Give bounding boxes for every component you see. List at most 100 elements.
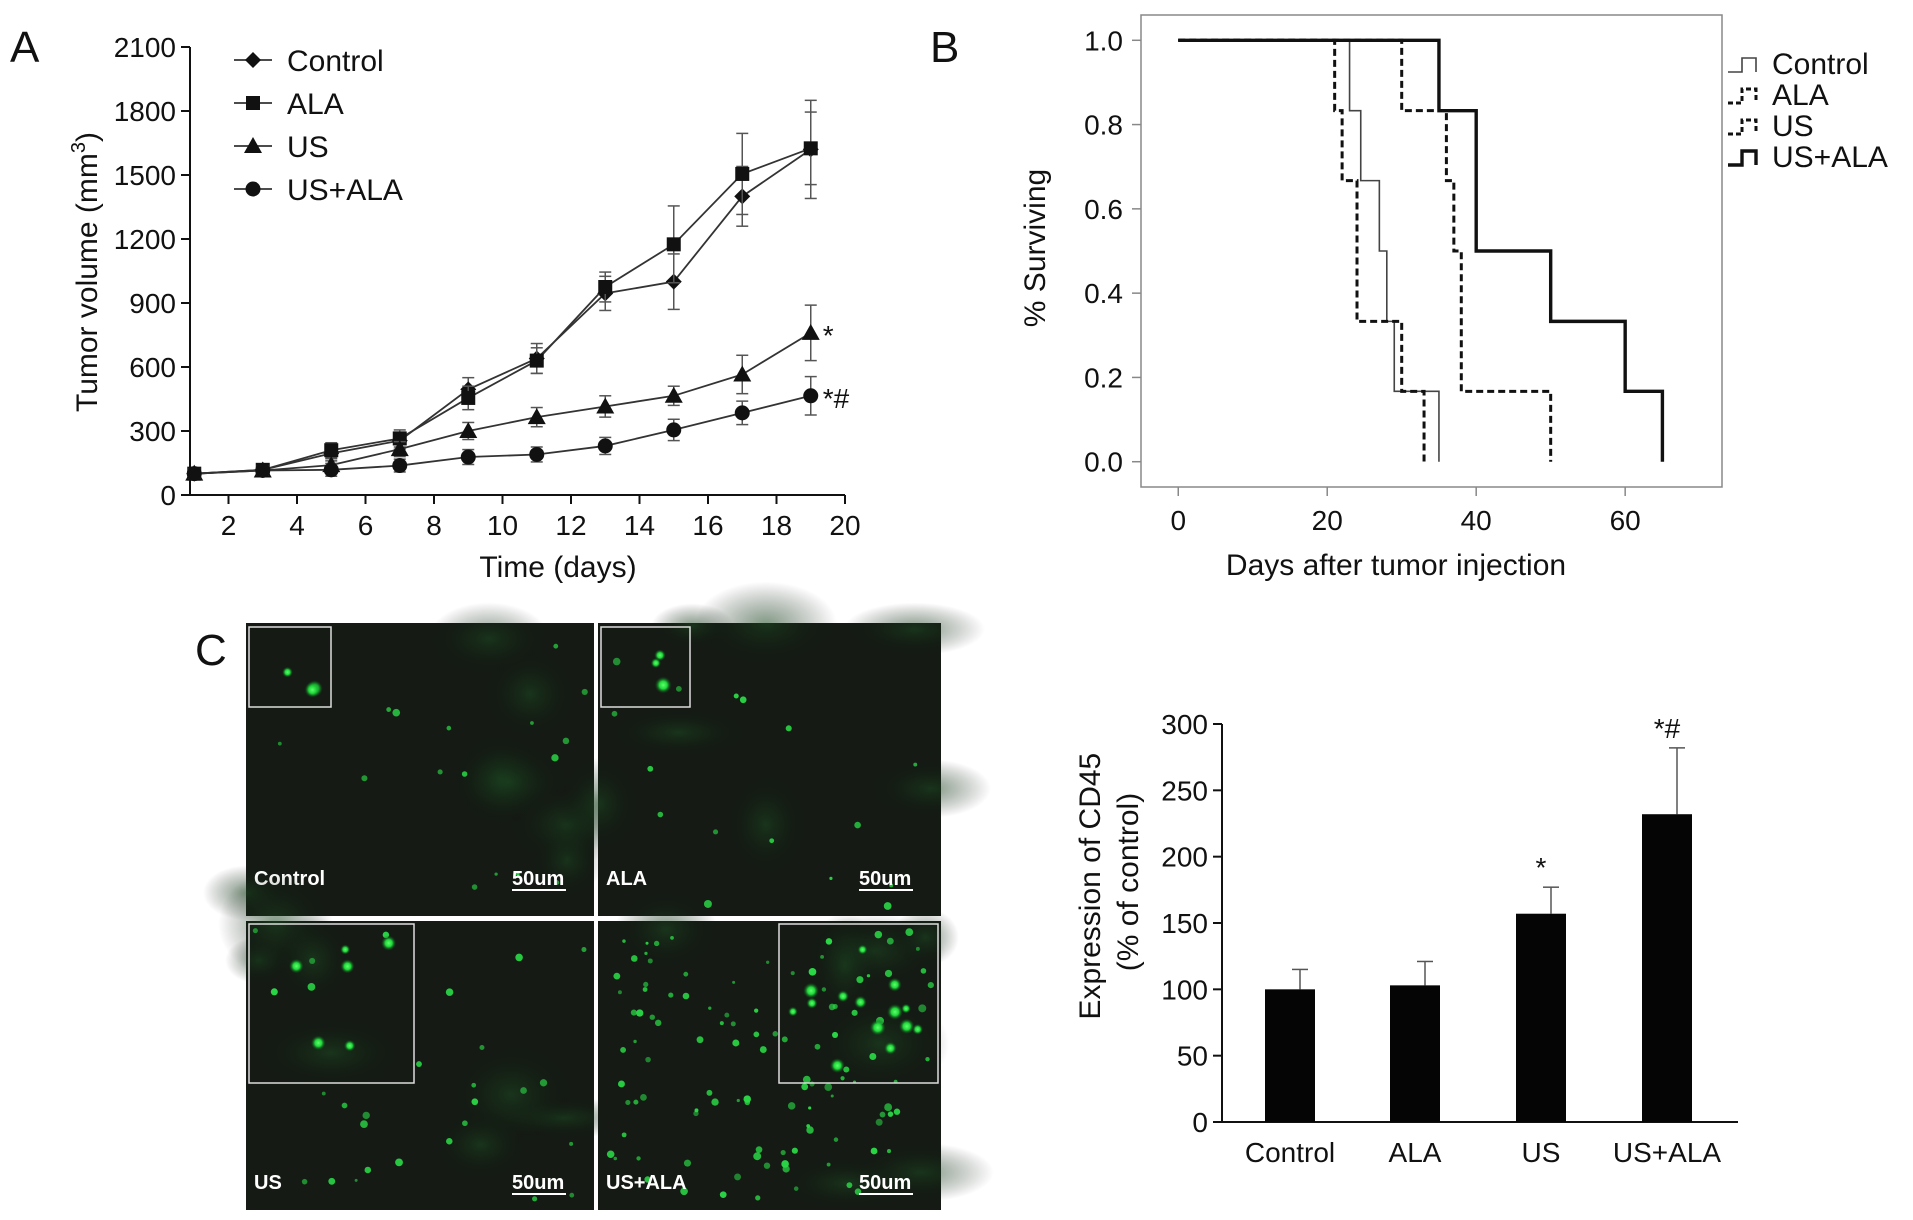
cd45-cell <box>307 983 316 991</box>
panel-letter-c: C <box>195 626 227 675</box>
cd45-cell <box>806 1126 814 1134</box>
data-point <box>529 353 544 368</box>
legend-label: ALA <box>287 88 344 121</box>
survival-series <box>1178 38 1665 462</box>
legend-symbol <box>1728 118 1758 136</box>
cd45-cell <box>763 1162 771 1169</box>
cd45-cell <box>581 947 587 953</box>
cd45-cell <box>622 939 626 943</box>
y-tick-label: 250 <box>1161 775 1208 806</box>
legend-label: ALA <box>1772 79 1829 112</box>
x-tick-label: 14 <box>624 510 655 541</box>
panel-letter-a: A <box>10 23 40 72</box>
cd45-cell <box>884 969 893 978</box>
cd45-cell <box>680 1187 688 1196</box>
cd45-cell-bright <box>340 959 355 974</box>
cd45-cell <box>831 1031 839 1038</box>
y-tick-label: 1.0 <box>1084 25 1123 56</box>
legend-label: US+ALA <box>287 174 403 207</box>
cd45-cell <box>640 1094 647 1101</box>
magnified-inset <box>248 923 415 1084</box>
cd45-cell <box>915 946 920 951</box>
x-tick-label: 20 <box>829 510 860 541</box>
y-tick-label: 1500 <box>114 160 176 191</box>
cd45-cell <box>854 821 861 829</box>
bar-control <box>1265 989 1315 1122</box>
x-tick-label: Control <box>1245 1137 1335 1168</box>
survival-y-axis-title: % Surviving <box>1019 169 1052 327</box>
cd45-cell <box>341 1102 348 1109</box>
survival-us <box>1178 38 1553 462</box>
cd45-cell <box>730 1021 736 1027</box>
survival-control <box>1178 39 1440 462</box>
cd45-cell <box>479 1044 485 1050</box>
y-tick-label: 150 <box>1161 908 1208 939</box>
cd45-cell <box>613 1156 618 1161</box>
tissue-haze <box>892 908 959 967</box>
cd45-cell <box>693 1110 699 1117</box>
cd45-cell <box>630 955 638 962</box>
cd45-cell <box>791 1147 798 1154</box>
cd45-cell <box>569 1192 575 1198</box>
cd45-cell <box>884 1103 893 1112</box>
cd45-cell <box>617 990 622 995</box>
tissue-haze <box>614 890 718 970</box>
y-tick-label: 1800 <box>114 96 176 127</box>
y-tick-label: 1200 <box>114 224 176 255</box>
cd45-cell-bright <box>829 1057 846 1074</box>
data-point <box>324 443 339 458</box>
cd45-cell <box>706 1089 713 1096</box>
cd45-cell <box>925 1056 930 1062</box>
cd45-cell-bright <box>912 1023 924 1035</box>
micrograph-us: US 50um <box>218 870 636 1210</box>
cd45-cell <box>653 940 660 947</box>
cd45-cell <box>252 928 258 934</box>
y-tick-label: 0 <box>1192 1107 1208 1138</box>
cd45-cell <box>625 1099 631 1106</box>
cd45-cell <box>753 1152 762 1161</box>
cd45-cell <box>801 1083 809 1091</box>
cd45-cell <box>416 1061 422 1068</box>
legend-label: US <box>1772 110 1814 143</box>
y-tick-label: 100 <box>1161 974 1208 1005</box>
cd45-cell <box>645 941 649 945</box>
cd45-cell <box>462 1120 468 1127</box>
cd45-cell <box>636 1009 644 1017</box>
magnified-inset <box>778 923 939 1084</box>
cd45-cell <box>719 1191 727 1199</box>
data-point <box>461 390 476 405</box>
data-point <box>666 422 682 438</box>
micrograph-us-ala: US+ALA 50um <box>598 890 994 1211</box>
cd45-cell-bright <box>281 666 294 678</box>
cd45-cell <box>553 643 559 649</box>
cd45-cell <box>654 1019 662 1027</box>
cd45-cell <box>734 1173 742 1181</box>
data-point <box>801 323 820 340</box>
cd45-cell <box>927 981 934 989</box>
cd45-cell-bright <box>853 995 868 1009</box>
cd45-cell <box>649 1014 655 1020</box>
magnified-inset <box>248 626 332 708</box>
cd45-cell <box>532 1196 538 1202</box>
cd45-cell <box>732 1039 740 1047</box>
cd45-cell-bright <box>857 944 868 955</box>
bar-us-ala <box>1642 814 1692 1122</box>
y-tick-label: 2100 <box>114 32 176 63</box>
cd45-cell <box>633 1039 637 1044</box>
cd45-cell <box>829 876 833 880</box>
scale-bar-label: 50um <box>512 1172 564 1194</box>
cd45-cell <box>647 958 653 964</box>
cd45-cell <box>636 1156 641 1161</box>
data-point <box>596 397 615 414</box>
legend-label: US <box>287 131 329 164</box>
cd45-cell <box>644 951 648 955</box>
survival-us-ala <box>1178 38 1665 462</box>
cd45-cell <box>879 1111 886 1118</box>
cd45-cell <box>620 1046 627 1053</box>
cd45-cell <box>309 957 316 964</box>
series-us <box>185 304 820 481</box>
significance-mark: * <box>1536 852 1547 883</box>
y-tick-label: 900 <box>129 288 176 319</box>
cd45-cell <box>611 710 618 717</box>
